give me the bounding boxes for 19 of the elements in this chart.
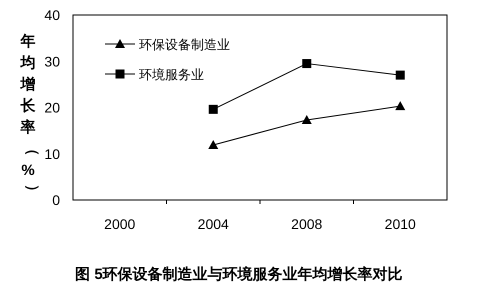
y-tick-label: 30	[44, 53, 60, 70]
x-tick-label: 2004	[198, 216, 230, 232]
x-tick-label: 2008	[291, 216, 323, 232]
point	[208, 140, 218, 149]
y-tick-label: 20	[44, 100, 60, 116]
y-tick-label: 0	[52, 192, 60, 208]
legend-label: 环保设备制造业	[139, 37, 230, 52]
x-tick-label: 2010	[384, 216, 416, 232]
point	[396, 70, 405, 80]
point	[395, 101, 406, 110]
legend-label: 环境服务业	[139, 67, 204, 82]
x-tick-label: 2000	[104, 216, 136, 232]
ylabel: 年均增长率（%）	[20, 33, 41, 199]
y-tick-label: 10	[44, 146, 60, 162]
point	[302, 114, 312, 124]
text: 图 5环保设备制造业与环境服务业年均增长率对比	[75, 265, 403, 283]
point	[208, 104, 218, 114]
point	[302, 59, 312, 68]
y-tick-label: 40	[44, 7, 60, 23]
